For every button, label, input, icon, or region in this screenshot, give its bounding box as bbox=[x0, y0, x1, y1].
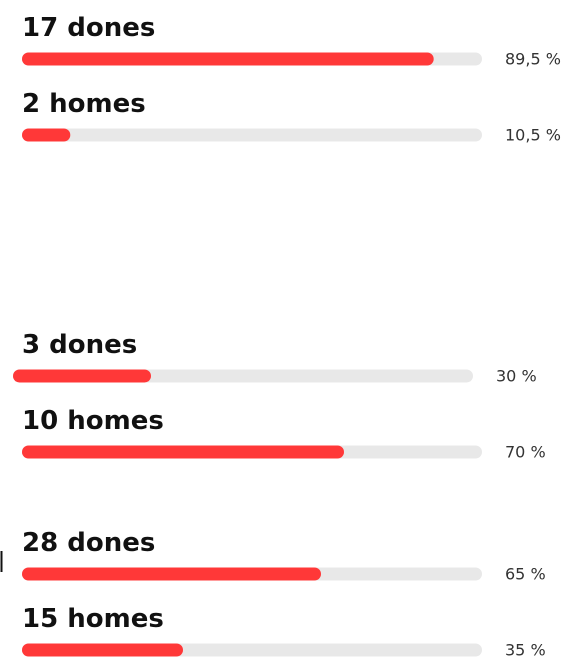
bar-fill bbox=[22, 52, 434, 66]
bar-fill bbox=[22, 445, 344, 459]
percent-label: 30 % bbox=[496, 367, 537, 386]
bar-fill bbox=[13, 369, 151, 383]
percent-label: 65 % bbox=[505, 565, 546, 584]
bar-fill bbox=[22, 128, 71, 142]
percent-label: 70 % bbox=[505, 443, 546, 462]
percent-label: 10,5 % bbox=[505, 126, 561, 145]
item-label: 15 homes bbox=[22, 604, 164, 634]
bar-fill bbox=[22, 567, 321, 581]
item-label: 3 dones bbox=[22, 330, 137, 360]
item-label: 28 dones bbox=[22, 528, 155, 558]
percent-label: 89,5 % bbox=[505, 50, 561, 69]
bar-track bbox=[22, 128, 482, 142]
item-label: 17 dones bbox=[22, 13, 155, 43]
item-label: 10 homes bbox=[22, 406, 164, 436]
item-label: 2 homes bbox=[22, 89, 146, 119]
bar-fill bbox=[22, 643, 183, 657]
percent-label: 35 % bbox=[505, 641, 546, 660]
